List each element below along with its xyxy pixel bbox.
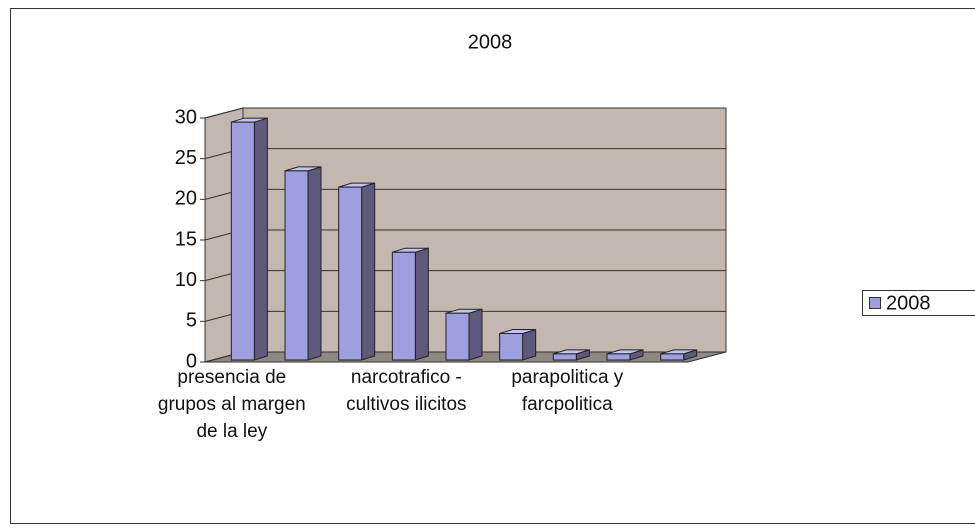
bar bbox=[499, 328, 537, 361]
bar bbox=[552, 349, 590, 361]
y-tick-label: 30 bbox=[175, 106, 197, 128]
bar bbox=[391, 247, 429, 361]
bar-front bbox=[391, 251, 416, 361]
legend-box bbox=[862, 290, 975, 316]
bar bbox=[338, 182, 376, 361]
bar-side bbox=[361, 182, 376, 361]
bar bbox=[445, 308, 483, 361]
bar-front bbox=[338, 186, 363, 361]
legend-swatch bbox=[869, 297, 881, 309]
bar bbox=[284, 166, 322, 361]
legend-label: 2008 bbox=[886, 292, 931, 314]
bar-side bbox=[522, 328, 537, 361]
bar-front bbox=[606, 353, 631, 361]
x-tick-label: presencia de grupos al margen de la ley bbox=[157, 367, 306, 442]
chart-title: 2008 bbox=[468, 31, 513, 53]
y-tick-label: 20 bbox=[175, 188, 197, 210]
y-tick-label: 5 bbox=[186, 310, 197, 332]
bar-side bbox=[253, 117, 268, 361]
y-tick-label: 0 bbox=[186, 350, 197, 372]
y-tick-label: 25 bbox=[175, 147, 197, 169]
bar-side bbox=[414, 247, 429, 361]
bar bbox=[660, 349, 698, 361]
bar-front bbox=[660, 353, 685, 361]
y-tick-label: 15 bbox=[175, 228, 197, 250]
bar-front bbox=[445, 312, 470, 361]
bar-front bbox=[552, 353, 577, 361]
bar-front bbox=[499, 333, 524, 361]
bar bbox=[230, 117, 268, 361]
x-tick-label: parapolitica y farcpolitica bbox=[511, 367, 624, 415]
bar-side bbox=[468, 308, 483, 361]
bar-front bbox=[230, 121, 255, 361]
bar-side bbox=[307, 166, 322, 361]
y-tick-label: 10 bbox=[175, 269, 197, 291]
bar-front bbox=[284, 170, 309, 361]
grid-line bbox=[204, 107, 244, 119]
x-tick-label: narcotrafico - cultivos ilicitos bbox=[346, 367, 467, 415]
bar bbox=[606, 349, 644, 361]
